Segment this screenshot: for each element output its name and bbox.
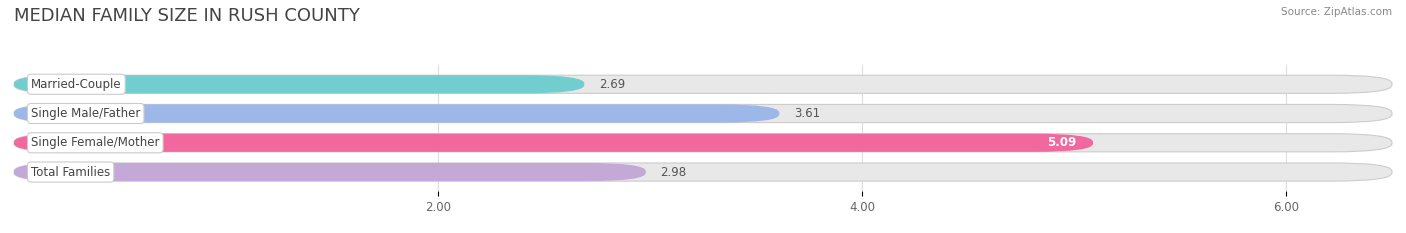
Text: 5.09: 5.09 xyxy=(1047,136,1076,149)
Text: Source: ZipAtlas.com: Source: ZipAtlas.com xyxy=(1281,7,1392,17)
FancyBboxPatch shape xyxy=(14,104,1392,123)
FancyBboxPatch shape xyxy=(14,163,645,181)
Text: Single Male/Father: Single Male/Father xyxy=(31,107,141,120)
Text: 3.61: 3.61 xyxy=(794,107,820,120)
Text: 2.98: 2.98 xyxy=(661,165,686,178)
FancyBboxPatch shape xyxy=(14,134,1092,152)
Text: Married-Couple: Married-Couple xyxy=(31,78,122,91)
FancyBboxPatch shape xyxy=(14,75,585,93)
Text: Single Female/Mother: Single Female/Mother xyxy=(31,136,159,149)
FancyBboxPatch shape xyxy=(14,163,1392,181)
Text: MEDIAN FAMILY SIZE IN RUSH COUNTY: MEDIAN FAMILY SIZE IN RUSH COUNTY xyxy=(14,7,360,25)
Text: 2.69: 2.69 xyxy=(599,78,626,91)
Text: Total Families: Total Families xyxy=(31,165,110,178)
FancyBboxPatch shape xyxy=(14,75,1392,93)
FancyBboxPatch shape xyxy=(14,104,779,123)
FancyBboxPatch shape xyxy=(14,134,1392,152)
